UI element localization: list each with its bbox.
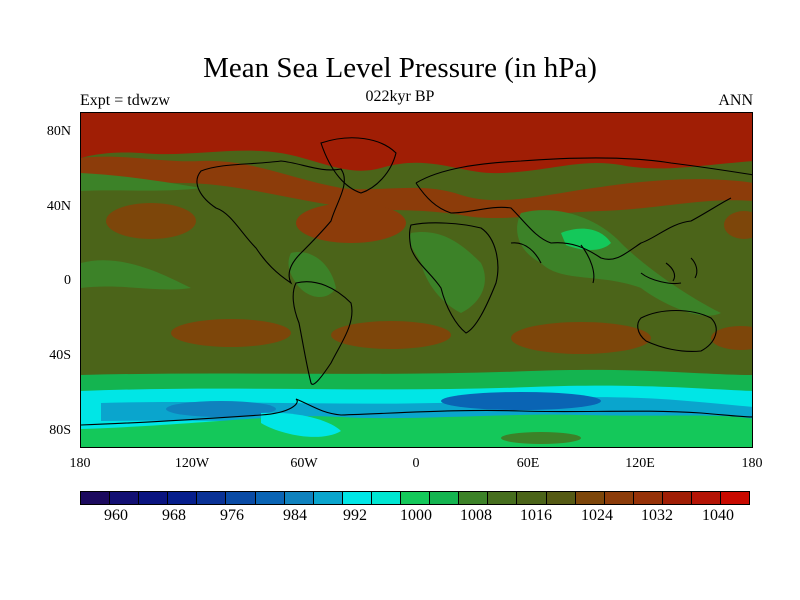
south-atlantic-high [331, 321, 451, 349]
colorbar-swatch [226, 492, 256, 504]
colorbar-swatch [691, 492, 722, 504]
lon-label-60e: 60E [516, 456, 540, 471]
pacific-low-north [81, 173, 201, 191]
colorbar-label: 1008 [460, 507, 492, 524]
lat-label-0: 0 [64, 273, 71, 288]
colorbar-label: 992 [343, 507, 367, 524]
lon-label-120w: 120W [174, 456, 210, 471]
colorbar-label: 1032 [641, 507, 673, 524]
antarctic-peninsula-region [261, 412, 341, 437]
lat-label-40s: 40S [49, 348, 71, 363]
colorbar-swatch [197, 492, 227, 504]
colorbar-swatch [313, 492, 343, 504]
colorbar-swatch [401, 492, 431, 504]
lat-label-80n: 80N [46, 124, 71, 139]
colorbar-swatch [168, 492, 198, 504]
trough-core-indian [441, 392, 601, 410]
colorbar-swatch [110, 492, 140, 504]
atlantic-high [296, 203, 406, 243]
colorbar-swatch [517, 492, 547, 504]
colorbar-label: 968 [162, 507, 186, 524]
colorbar-label: 1016 [520, 507, 552, 524]
pressure-field [81, 113, 752, 447]
colorbar-label: 984 [283, 507, 307, 524]
colorbar-swatch [721, 492, 750, 504]
colorbar-swatch [81, 492, 111, 504]
south-pacific-high-east [711, 326, 752, 350]
colorbar-swatch [459, 492, 489, 504]
colorbar-swatch [255, 492, 285, 504]
lat-label-80s: 80S [49, 423, 71, 438]
lon-label-60w: 60W [290, 456, 318, 471]
colorbar-swatch [662, 492, 692, 504]
colorbar [80, 491, 750, 505]
antarctic-zone [81, 414, 752, 447]
south-pacific-high [171, 319, 291, 347]
map-panel [80, 112, 753, 448]
experiment-label: Expt = tdwzw [80, 92, 170, 109]
south-indian-high [511, 322, 651, 354]
colorbar-swatch [430, 492, 460, 504]
colorbar-swatch [371, 492, 402, 504]
season-label: ANN [718, 92, 753, 109]
colorbar-swatch [546, 492, 576, 504]
lon-label-180e: 180 [741, 456, 763, 471]
eastern-pacific-low [81, 260, 191, 290]
african-low [409, 232, 485, 313]
amazon-low [288, 252, 336, 298]
subpolar-high-band [81, 156, 752, 219]
colorbar-label: 1000 [400, 507, 432, 524]
colorbar-swatch [575, 492, 605, 504]
colorbar-label: 960 [104, 507, 128, 524]
map-subtitle: 022kyr BP [365, 88, 435, 105]
colorbar-swatch [488, 492, 518, 504]
colorbar-swatch [604, 492, 634, 504]
coastlines [81, 137, 752, 426]
lon-label-0: 0 [412, 456, 420, 471]
colorbar-swatch [633, 492, 663, 504]
lat-label-40n: 40N [46, 199, 71, 214]
colorbar-label: 1024 [581, 507, 613, 524]
lon-label-120e: 120E [625, 456, 655, 471]
colorbar-swatch [139, 492, 169, 504]
trough-core-pacific [166, 401, 276, 417]
colorbar-label: 976 [220, 507, 244, 524]
colorbar-swatch [284, 492, 314, 504]
map-title: Mean Sea Level Pressure (in hPa) [203, 52, 597, 84]
colorbar-label: 1040 [702, 507, 734, 524]
pacific-high-north [106, 203, 196, 239]
colorbar-swatch [342, 492, 372, 504]
lon-label-180w: 180 [69, 456, 91, 471]
pacific-high-north-east [724, 211, 752, 239]
antarctic-plateau [501, 432, 581, 444]
